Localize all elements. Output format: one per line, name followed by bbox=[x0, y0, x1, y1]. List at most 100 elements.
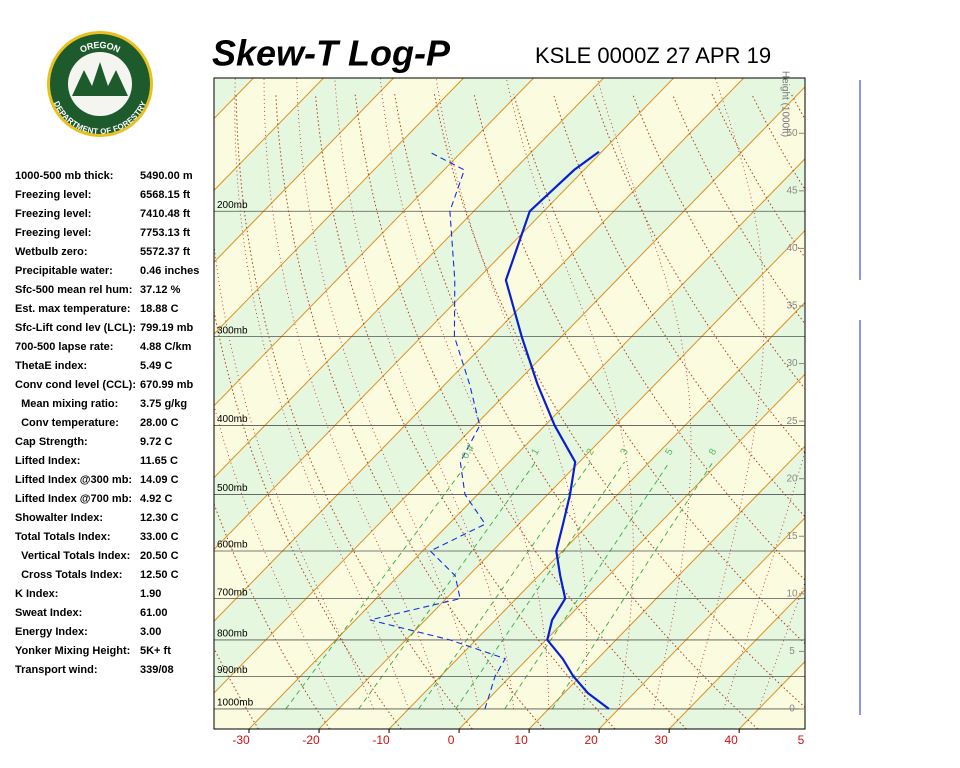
isotherm bbox=[809, 78, 960, 729]
mixing-ratio-label: 5 bbox=[663, 447, 676, 458]
dry-adiabat bbox=[552, 94, 805, 518]
mixing-ratio-label: 8 bbox=[707, 447, 720, 458]
index-value: 7410.48 ft bbox=[140, 208, 190, 220]
mixing-ratio-label: 1 bbox=[530, 447, 543, 458]
index-label: Freezing level: bbox=[15, 208, 91, 220]
index-label: Showalter Index: bbox=[15, 512, 103, 524]
isotherm bbox=[214, 78, 745, 622]
dry-adiabat bbox=[354, 94, 687, 729]
index-value: 799.19 mb bbox=[140, 322, 193, 334]
index-label: Vertical Totals Index: bbox=[15, 550, 130, 562]
x-tick-label: -20 bbox=[302, 733, 320, 747]
x-tick-label: -30 bbox=[232, 733, 250, 747]
isotherm bbox=[528, 445, 805, 729]
pressure-label: 600mb bbox=[217, 540, 248, 551]
isotherm bbox=[214, 86, 805, 694]
index-value: 11.65 C bbox=[140, 455, 178, 467]
isotherm bbox=[214, 78, 324, 192]
height-tick-label: 25 bbox=[786, 416, 798, 427]
pressure-label: 800mb bbox=[217, 629, 248, 640]
index-value: 14.09 C bbox=[140, 474, 179, 486]
logo: OREGON DEPARTMENT OF FORESTRY bbox=[47, 31, 153, 137]
index-label: Sfc-500 mean rel hum: bbox=[15, 284, 132, 296]
moist-adiabat bbox=[435, 78, 588, 709]
index-label: Sweat Index: bbox=[15, 607, 82, 619]
height-tick-label: 35 bbox=[786, 301, 798, 312]
index-value: 5.49 C bbox=[140, 360, 172, 372]
height-tick-label: 0 bbox=[789, 704, 795, 715]
index-value: 4.92 C bbox=[140, 493, 172, 505]
logo-trees bbox=[72, 62, 128, 96]
isotherm bbox=[668, 588, 805, 729]
pressure-label: 400mb bbox=[217, 414, 248, 425]
height-tick-label: 30 bbox=[786, 358, 798, 369]
index-label: Freezing level: bbox=[15, 227, 91, 239]
dry-adiabat bbox=[214, 308, 402, 729]
isotherm bbox=[214, 78, 675, 551]
index-value: 339/08 bbox=[140, 664, 174, 676]
pressure-label: 200mb bbox=[217, 200, 248, 211]
isotherm bbox=[458, 373, 805, 729]
index-value: 37.12 % bbox=[140, 284, 181, 296]
dry-adiabat bbox=[871, 94, 960, 729]
dry-adiabat bbox=[314, 94, 616, 729]
index-label: Cross Totals Index: bbox=[15, 569, 122, 581]
index-value: 12.30 C bbox=[140, 512, 179, 524]
index-value: 5K+ ft bbox=[140, 645, 171, 657]
index-value: 6568.15 ft bbox=[140, 189, 190, 201]
mixing-ratio-line bbox=[358, 461, 536, 710]
dry-adiabat bbox=[275, 94, 545, 729]
index-label: Mean mixing ratio: bbox=[15, 398, 118, 410]
temperature-band bbox=[214, 78, 805, 694]
index-label: Lifted Index @700 mb: bbox=[15, 493, 132, 505]
moist-adiabat bbox=[234, 78, 409, 710]
plot-area bbox=[214, 78, 960, 729]
isotherm bbox=[214, 78, 605, 479]
mixing-ratio-line bbox=[285, 461, 469, 710]
index-value: 7753.13 ft bbox=[140, 227, 190, 239]
isotherm bbox=[214, 78, 534, 407]
temperature-band bbox=[879, 78, 960, 729]
index-label: Cap Strength: bbox=[15, 436, 88, 448]
index-label: ThetaE index: bbox=[15, 360, 87, 372]
mixing-ratio-label: 2 bbox=[585, 447, 598, 458]
isotherm bbox=[318, 229, 805, 729]
moist-adiabat bbox=[505, 78, 634, 709]
chart-subtitle: KSLE 0000Z 27 APR 19 bbox=[535, 43, 771, 68]
moist-adiabat bbox=[379, 78, 550, 709]
index-value: 0.46 inches bbox=[140, 265, 199, 277]
moist-adiabat bbox=[334, 78, 514, 709]
index-value: 18.88 C bbox=[140, 303, 179, 315]
index-value: 12.50 C bbox=[140, 569, 179, 581]
dry-adiabat bbox=[394, 94, 759, 729]
height-tick-label: 5 bbox=[789, 646, 795, 657]
isotherm bbox=[388, 301, 805, 729]
temperature-band bbox=[809, 78, 960, 729]
mixing-ratio-line bbox=[551, 461, 714, 710]
x-tick-label: 5 bbox=[798, 733, 805, 747]
logo-top: OREGON bbox=[78, 40, 121, 55]
height-tick-label: 45 bbox=[786, 185, 798, 196]
mixing-ratio-line bbox=[504, 461, 670, 710]
dry-adiabat bbox=[592, 94, 805, 454]
logo-text: OREGON bbox=[78, 40, 121, 55]
x-tick-label: 20 bbox=[584, 733, 598, 747]
isotherm bbox=[214, 78, 394, 263]
index-value: 20.50 C bbox=[140, 550, 179, 562]
index-value: 670.99 mb bbox=[140, 379, 193, 391]
chart-title: Skew-T Log-P bbox=[212, 33, 451, 74]
index-value: 3.75 g/kg bbox=[140, 398, 187, 410]
dry-adiabat bbox=[632, 94, 805, 390]
pressure-label: 500mb bbox=[217, 483, 248, 494]
x-tick-label: 0 bbox=[448, 733, 455, 747]
index-label: Total Totals Index: bbox=[15, 531, 111, 543]
x-tick-label: 40 bbox=[724, 733, 738, 747]
index-value: 33.00 C bbox=[140, 531, 179, 543]
index-label: Est. max temperature: bbox=[15, 303, 131, 315]
isotherm bbox=[598, 517, 805, 729]
temperature-band bbox=[214, 78, 324, 191]
index-value: 9.72 C bbox=[140, 436, 172, 448]
index-label: Lifted Index @300 mb: bbox=[15, 474, 132, 486]
index-label: K Index: bbox=[15, 588, 58, 600]
